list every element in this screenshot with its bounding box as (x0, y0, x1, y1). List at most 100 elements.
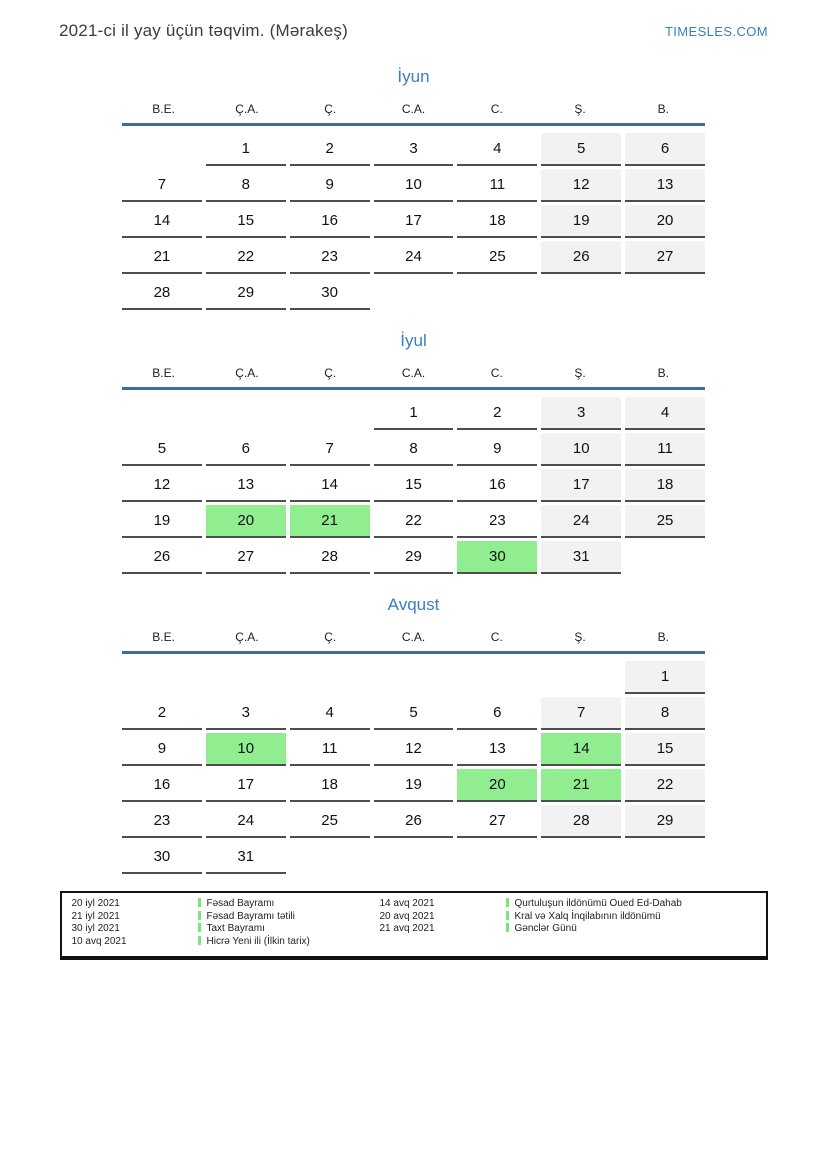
day-cell: 30 (289, 277, 370, 310)
week-row: 5 6 7 8 9 10 11 (122, 430, 705, 466)
weekday-label: C. (490, 366, 503, 380)
empty-cell (374, 841, 454, 874)
legend-date: 10 avq 2021 (71, 935, 127, 947)
day-cell: 17 (541, 469, 622, 502)
week-row: 26 27 28 29 30 31 (122, 538, 705, 574)
legend-holiday-name: Kral və Xalq İnqilabının ildönümü (505, 910, 758, 924)
legend-date (380, 936, 506, 949)
day-cell: 15 (205, 205, 286, 238)
day-cell: 18 (625, 469, 705, 502)
weekday-label: Ş. (574, 102, 586, 116)
day-cell: 27 (625, 241, 705, 274)
week-row: 1 (122, 658, 705, 694)
day-cell: 13 (625, 169, 705, 202)
legend-holiday-name: Hicrə Yeni ili (İlkin tarix) (197, 935, 380, 949)
day-cell: 6 (205, 433, 286, 466)
day-cell: 25 (289, 805, 370, 838)
month-grid: 1 2 3 4 5 6 7 8 9 10 11 12 13 14 15 16 17 18 19 20 21 22 23 24 2… (122, 658, 705, 874)
month-title: Avqust (387, 595, 440, 614)
day-cell: 16 (122, 769, 202, 802)
weekday-label: Ç. (324, 102, 337, 116)
month-grid: 1 2 3 4 5 6 7 8 9 10 11 12 13 14 15 16 17 18 19 20 21 22 23 24 2… (122, 130, 705, 310)
day-cell: 14 (122, 205, 202, 238)
month-2: İyul B.E. Ç.A. Ç. C.A. C. Ş. B. 1 2 3 4 5 6 7 8 9 10 11 12 1… (122, 331, 705, 574)
day-cell: 23 (289, 241, 370, 274)
weekday-header-row: B.E. Ç.A. Ç. C.A. C. Ş. B. (122, 630, 705, 654)
day-cell: 22 (625, 769, 705, 802)
day-cell: 13 (457, 733, 538, 766)
day-cell: 28 (541, 805, 622, 838)
day-cell: 13 (205, 469, 286, 502)
week-row: 28 29 30 (122, 274, 705, 310)
day-cell: 3 (205, 697, 286, 730)
day-cell: 3 (373, 133, 454, 166)
weekday-label: B.E. (152, 102, 175, 116)
day-cell: 8 (373, 433, 454, 466)
legend-holiday-name: Gənclər Günü (505, 923, 758, 936)
day-cell: 24 (373, 241, 454, 274)
months-container: İyun B.E. Ç.A. Ç. C.A. C. Ş. B. 1 2 3 4 5 6 7 8 9 10 11 12 1… (0, 67, 827, 874)
week-row: 9 10 11 12 13 14 15 (122, 730, 705, 766)
day-cell: 9 (289, 169, 370, 202)
day-cell: 6 (625, 133, 705, 166)
day-cell: 16 (289, 205, 370, 238)
holiday-marker-bar (197, 923, 201, 932)
weekday-label: C.A. (401, 102, 426, 116)
day-cell: 9 (457, 433, 538, 466)
empty-cell (122, 397, 202, 430)
day-cell: 10 (373, 169, 454, 202)
weekday-label: C.A. (401, 630, 426, 644)
day-cell: 11 (457, 169, 538, 202)
day-cell: 7 (541, 697, 622, 730)
day-cell: 18 (457, 205, 538, 238)
week-row: 7 8 9 10 11 12 13 (122, 166, 705, 202)
legend-date: 21 avq 2021 (379, 923, 435, 934)
weekday-label: Ş. (574, 630, 586, 644)
day-cell: 22 (373, 505, 454, 538)
day-cell: 4 (457, 133, 538, 166)
day-cell: 20 (457, 769, 538, 802)
empty-cell (457, 661, 537, 694)
brand-link[interactable]: TIMESLES.COM (664, 24, 768, 39)
day-cell: 16 (457, 469, 538, 502)
day-cell: 7 (289, 433, 370, 466)
holiday-marker-bar (197, 935, 201, 945)
weekday-label: C.A. (401, 366, 426, 380)
empty-cell (374, 277, 454, 310)
day-cell: 25 (625, 505, 705, 538)
holiday-legend: 20 iyl 2021 Fəsad Bayramı 14 avq 2021 Qurtu… (59, 891, 768, 960)
weekday-label: Ç.A. (235, 102, 259, 116)
legend-holiday-name: Qurtuluşun ildönümü Oued Ed-Dahab (505, 898, 758, 911)
weekday-label: B. (657, 102, 670, 116)
day-cell: 1 (373, 397, 454, 430)
day-cell: 5 (122, 433, 202, 466)
day-cell: 6 (457, 697, 538, 730)
day-cell: 24 (541, 505, 622, 538)
day-cell: 24 (205, 805, 286, 838)
day-cell: 2 (122, 697, 202, 730)
day-cell: 9 (122, 733, 202, 766)
weekday-header-row: B.E. Ç.A. Ç. C.A. C. Ş. B. (122, 102, 705, 126)
day-cell: 12 (122, 469, 202, 502)
day-cell: 14 (541, 733, 622, 766)
day-cell: 2 (457, 397, 538, 430)
day-cell: 20 (205, 505, 286, 538)
day-cell: 25 (457, 241, 538, 274)
weekday-label: B. (657, 366, 670, 380)
day-cell: 31 (541, 541, 622, 574)
holiday-marker-bar (197, 898, 201, 907)
day-cell: 26 (541, 241, 622, 274)
day-cell: 2 (289, 133, 370, 166)
week-row: 14 15 16 17 18 19 20 (122, 202, 705, 238)
day-cell: 17 (205, 769, 286, 802)
empty-cell (206, 661, 286, 694)
legend-holiday-name: Taxt Bayramı (197, 923, 380, 936)
weekday-label: B.E. (152, 630, 175, 644)
day-cell: 28 (122, 277, 202, 310)
day-cell: 10 (205, 733, 286, 766)
day-cell: 8 (205, 169, 286, 202)
empty-cell (457, 277, 537, 310)
day-cell: 8 (625, 697, 705, 730)
day-cell: 19 (122, 505, 202, 538)
